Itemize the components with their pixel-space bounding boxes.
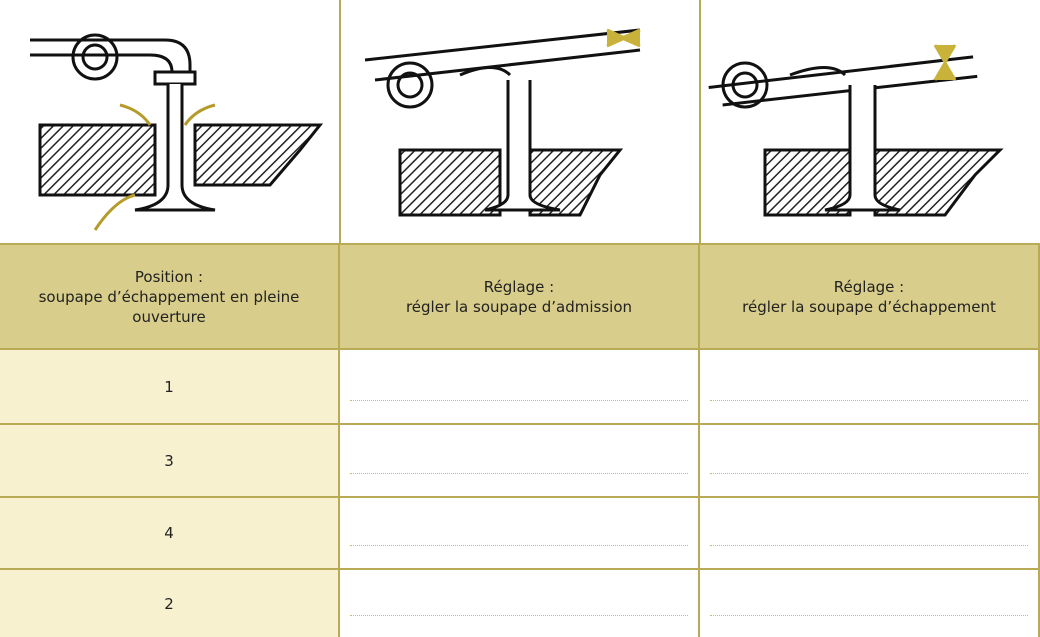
header-text: soupape d’échappement en pleine bbox=[38, 287, 300, 306]
header-text: Position : bbox=[134, 267, 204, 286]
answer-cell bbox=[700, 498, 1040, 570]
header-cell: Position : soupape d’échappement en plein… bbox=[0, 245, 340, 350]
header-cell: Réglage : régler la soupape d’échappement bbox=[700, 245, 1040, 350]
valve-open-drawing bbox=[30, 33, 324, 231]
row-label: 1 bbox=[0, 350, 340, 425]
dotted-line bbox=[710, 615, 1028, 616]
header-cell: Réglage : régler la soupape d’admission bbox=[340, 245, 700, 350]
dotted-line bbox=[710, 400, 1028, 401]
answer-cell bbox=[700, 570, 1040, 637]
header-text: régler la soupape d’admission bbox=[405, 297, 633, 316]
exhaust-adjust-drawing bbox=[708, 44, 1004, 217]
illustrations bbox=[0, 0, 1040, 245]
dotted-line bbox=[350, 473, 688, 474]
dotted-line bbox=[350, 400, 688, 401]
row-label: 4 bbox=[0, 498, 340, 570]
answer-cell bbox=[700, 350, 1040, 425]
dotted-line bbox=[710, 473, 1028, 474]
answer-cell bbox=[340, 498, 700, 570]
dotted-line bbox=[350, 545, 688, 546]
header-text: régler la soupape d’échappement bbox=[742, 297, 996, 316]
intake-adjust-drawing bbox=[364, 28, 641, 217]
dotted-line bbox=[350, 615, 688, 616]
row-label: 2 bbox=[0, 570, 340, 637]
answer-cell bbox=[340, 425, 700, 498]
answer-cell bbox=[340, 570, 700, 637]
header-text: ouverture bbox=[132, 307, 206, 326]
header-text: Réglage : bbox=[833, 277, 905, 296]
header-text: Réglage : bbox=[483, 277, 555, 296]
row-label: 3 bbox=[0, 425, 340, 498]
answer-cell bbox=[700, 425, 1040, 498]
dotted-line bbox=[710, 545, 1028, 546]
answer-cell bbox=[340, 350, 700, 425]
